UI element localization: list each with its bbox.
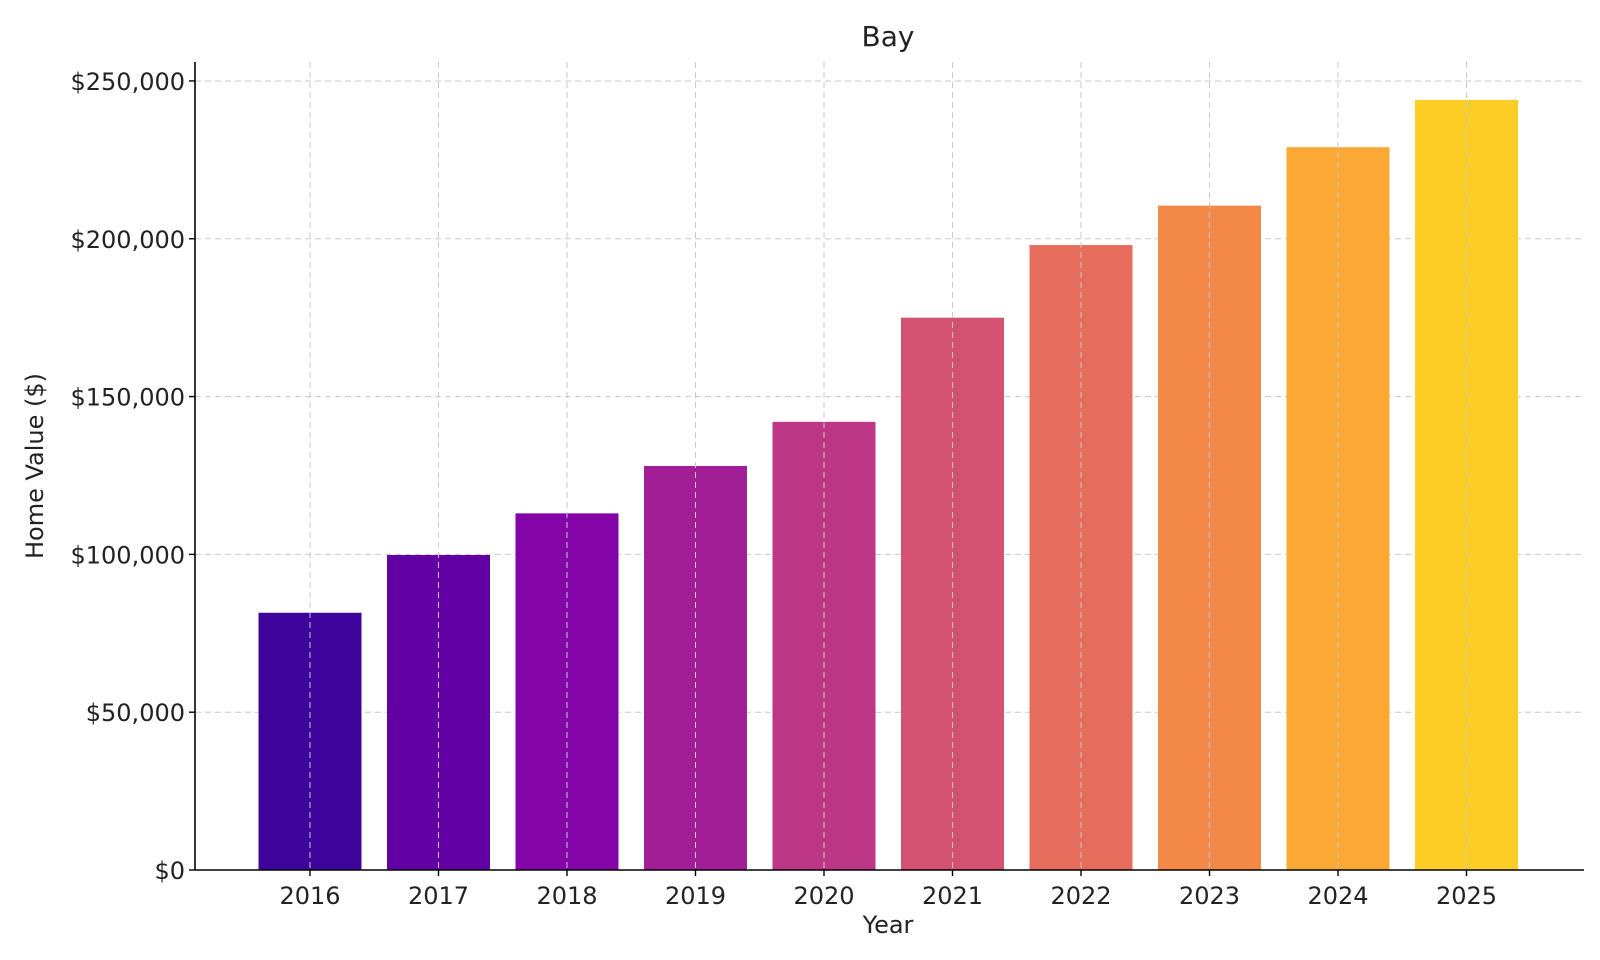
- x-tick-label: 2025: [1436, 882, 1497, 910]
- bars: [258, 99, 1518, 870]
- x-tick-label: 2022: [1050, 882, 1111, 910]
- y-tick-labels: $0 $50,000 $100,000 $150,000 $200,000 $250,00…: [70, 68, 195, 885]
- vertical-grid: [309, 62, 1467, 870]
- y-tick-label: $250,000: [70, 68, 185, 96]
- x-tick-label: 2018: [536, 882, 597, 910]
- chart-title: Bay: [862, 20, 915, 53]
- x-tick-label: 2023: [1179, 882, 1240, 910]
- x-tick-label: 2024: [1307, 882, 1368, 910]
- x-axis-title: Year: [862, 911, 914, 939]
- bar-2016: [258, 612, 362, 870]
- y-tick-label: $100,000: [70, 541, 185, 569]
- x-tick-label: 2021: [922, 882, 983, 910]
- y-tick-label: $150,000: [70, 384, 185, 412]
- y-axis-title: Home Value ($): [21, 373, 49, 559]
- x-tick-label: 2017: [408, 882, 469, 910]
- axes: [194, 62, 1584, 871]
- x-tick-label: 2016: [279, 882, 340, 910]
- y-tick-label: $200,000: [70, 226, 185, 254]
- x-tick-label: 2020: [793, 882, 854, 910]
- y-tick-label: $50,000: [86, 699, 185, 727]
- y-tick-label: $0: [154, 857, 185, 885]
- x-tick-labels: 2016 2017 2018 2019 2020 2021 2022 2023 2024 2025: [279, 870, 1497, 910]
- x-tick-label: 2019: [665, 882, 726, 910]
